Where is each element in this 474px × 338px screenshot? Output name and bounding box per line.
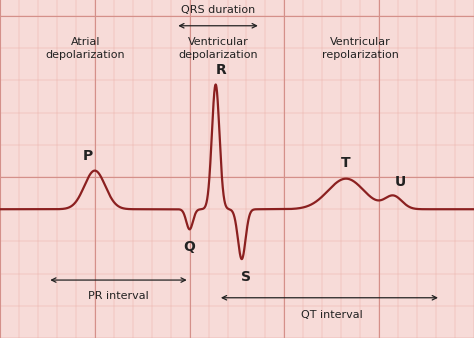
Text: QRS duration: QRS duration bbox=[181, 5, 255, 15]
Text: Ventricular
repolarization: Ventricular repolarization bbox=[322, 37, 399, 60]
Text: S: S bbox=[241, 270, 252, 284]
Text: Atrial
depolarization: Atrial depolarization bbox=[46, 37, 125, 60]
Text: QT interval: QT interval bbox=[301, 311, 363, 320]
Text: R: R bbox=[216, 63, 227, 77]
Text: Q: Q bbox=[183, 240, 196, 254]
Text: T: T bbox=[341, 155, 351, 170]
Text: PR interval: PR interval bbox=[88, 291, 149, 301]
Text: Ventricular
depolarization: Ventricular depolarization bbox=[178, 37, 258, 60]
Text: P: P bbox=[82, 149, 93, 163]
Text: U: U bbox=[395, 175, 406, 189]
